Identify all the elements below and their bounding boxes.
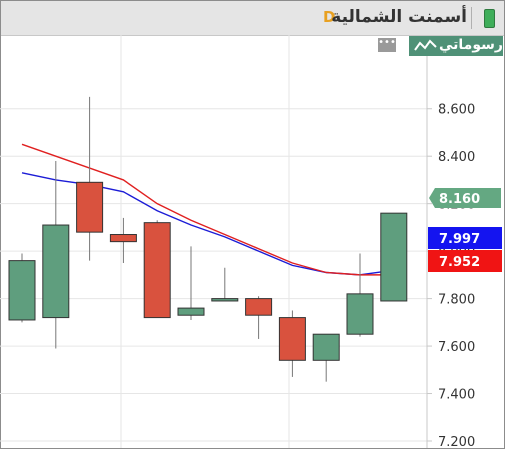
- candle-body: [245, 298, 273, 316]
- candle-body: [143, 222, 171, 319]
- header-divider: [471, 7, 472, 29]
- price-label: 8.160: [439, 192, 480, 207]
- candle-body: [211, 298, 239, 302]
- candlestick-chart[interactable]: 8.6008.4008.2008.0007.8007.6007.4007.200…: [0, 35, 505, 448]
- candle-body: [278, 317, 306, 361]
- candle-body: [8, 260, 36, 321]
- candle-body: [76, 181, 104, 233]
- candle-body: [380, 212, 408, 302]
- price-label-bg: [429, 188, 501, 208]
- y-tick-label: 7.400: [438, 388, 475, 403]
- more-icon[interactable]: •••: [378, 38, 396, 52]
- period-badge[interactable]: D: [323, 8, 336, 26]
- price-label: 7.997: [439, 232, 480, 247]
- candle-body: [42, 224, 70, 319]
- candle-body: [177, 307, 205, 316]
- drawings-button[interactable]: رسوماتي: [409, 36, 503, 56]
- color-swatch-icon[interactable]: [484, 9, 495, 28]
- drawings-label: رسوماتي: [439, 37, 503, 53]
- trend-icon: [414, 39, 437, 51]
- y-tick-label: 7.200: [438, 435, 475, 448]
- y-tick-label: 8.400: [438, 150, 475, 165]
- series-line-2: [21, 143, 394, 276]
- price-label-bg: [428, 227, 502, 249]
- candle-body: [346, 293, 374, 335]
- candle-body: [109, 234, 137, 243]
- y-tick-label: 7.600: [438, 340, 475, 355]
- chart-header: D أسمنت الشمالية: [1, 1, 504, 36]
- price-label-bg: [428, 250, 502, 272]
- chart-title: أسمنت الشمالية: [331, 7, 467, 27]
- price-label: 7.952: [439, 255, 480, 270]
- y-tick-label: 7.800: [438, 293, 475, 308]
- y-tick-label: 8.600: [438, 103, 475, 118]
- candle-body: [312, 333, 340, 361]
